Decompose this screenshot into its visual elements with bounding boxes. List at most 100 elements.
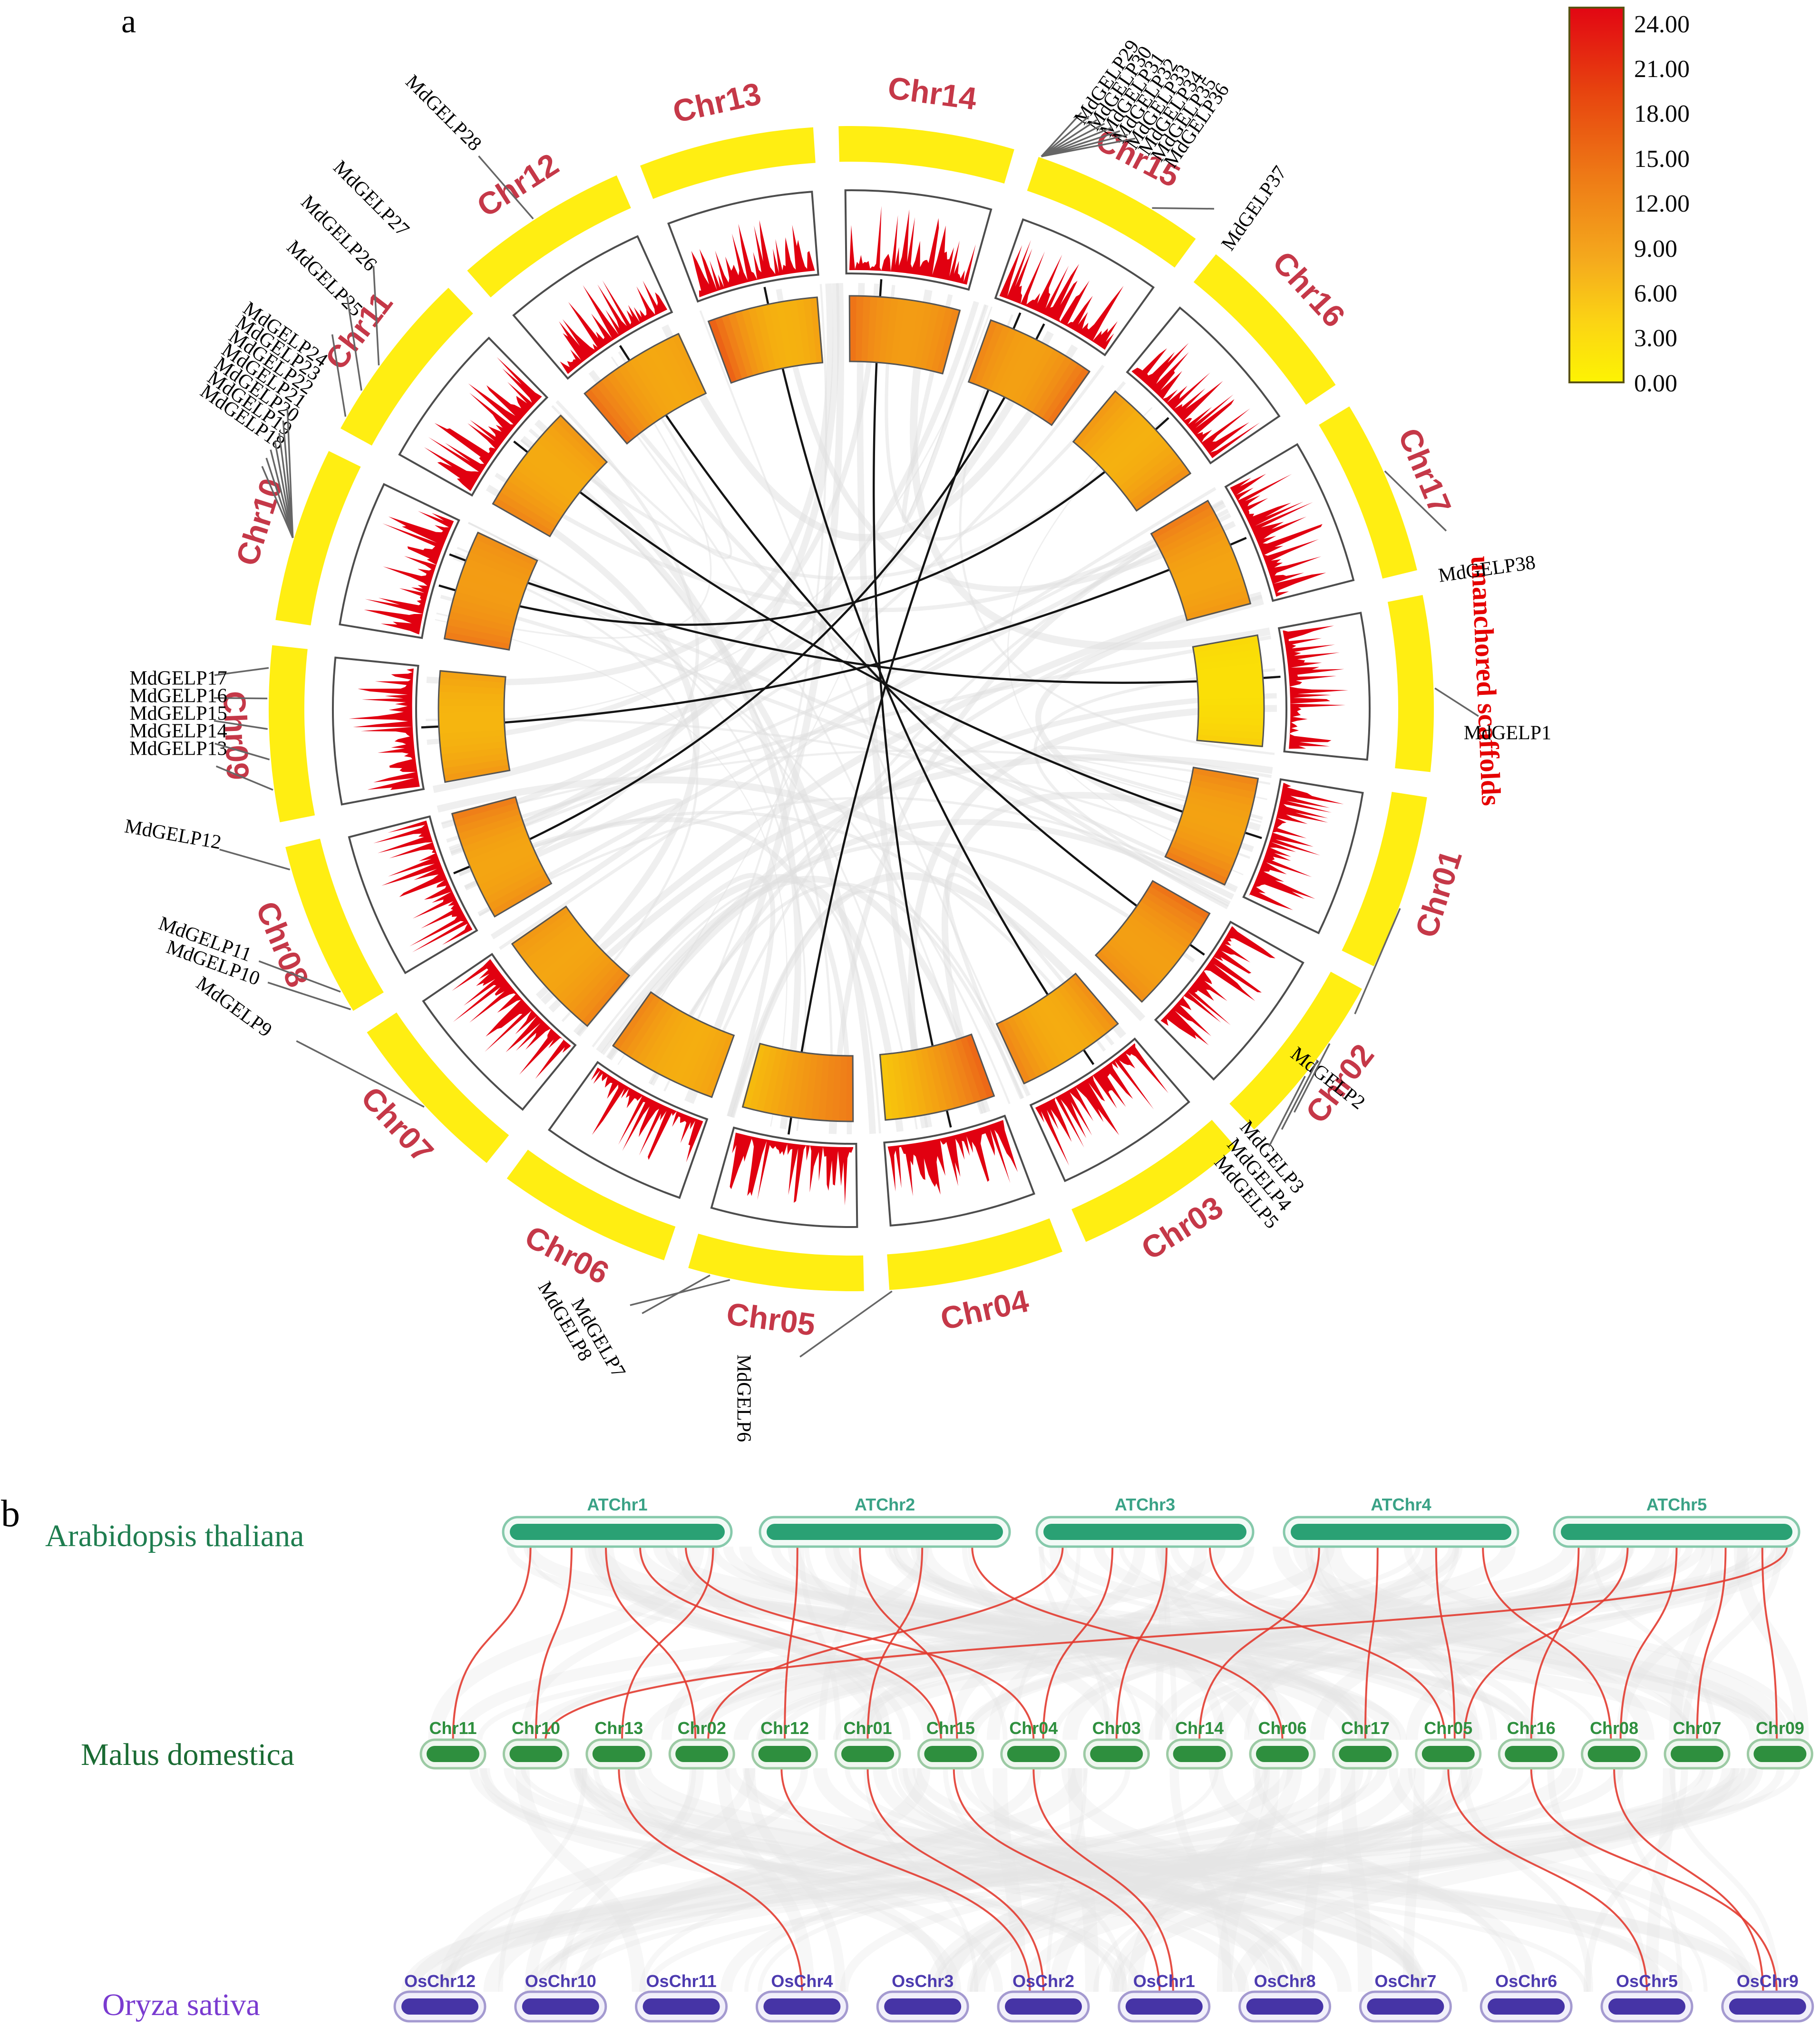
heatmap-segment-Chr04 bbox=[943, 1042, 968, 1107]
synteny-link-gray bbox=[831, 499, 1225, 1134]
heatmap-segment-Chr10 bbox=[467, 551, 531, 582]
synteny-link-black bbox=[438, 417, 1169, 626]
chr-label-ATChr3: ATChr3 bbox=[1115, 1495, 1175, 1514]
synteny-link-gray bbox=[1669, 1768, 1780, 1992]
gene-density-trace-Chr15 bbox=[999, 240, 1124, 350]
synteny-link-gray bbox=[506, 1546, 1407, 1740]
chr-bar-Chr06 bbox=[1256, 1746, 1309, 1762]
heatmap-segment-Chr12 bbox=[660, 339, 696, 401]
synteny-link-gray bbox=[1231, 1768, 1736, 1992]
ortholog-link-at-md bbox=[1364, 1546, 1379, 1740]
chr-bar-ATChr5 bbox=[1561, 1524, 1792, 1540]
heatmap-segment-Chr16 bbox=[1086, 405, 1137, 458]
heatmap-segment-Chr17 bbox=[1165, 531, 1227, 566]
synteny-link-gray bbox=[677, 1546, 892, 1740]
synteny-link-gray bbox=[1208, 1768, 1538, 1992]
chr-label-Chr16: Chr16 bbox=[1507, 1718, 1556, 1738]
synteny-link-gray bbox=[428, 1546, 704, 1740]
ortholog-link-at-md bbox=[1619, 1546, 1678, 1740]
heatmap-segment-Chr01 bbox=[1172, 835, 1236, 867]
synteny-link-gray bbox=[515, 1768, 646, 1992]
heatmap-segment-Chr08 bbox=[478, 857, 540, 892]
density-track-box-Chr12 bbox=[512, 235, 673, 380]
heatmap-segment-Chr13 bbox=[796, 298, 812, 365]
heatmap-segment-Chr08 bbox=[472, 846, 535, 880]
heatmap-outline-Chr06 bbox=[612, 991, 735, 1098]
heatmap-segment-Chr04 bbox=[896, 1052, 914, 1118]
chromosome-ideogram-Chr08 bbox=[285, 838, 384, 1011]
ortholog-link-at-md bbox=[685, 1546, 1035, 1740]
synteny-link-gray bbox=[1460, 1768, 1593, 1992]
synteny-link-gray bbox=[665, 1546, 1178, 1740]
heatmap-segment-Chr12 bbox=[584, 388, 633, 444]
heatmap-segment-Chr02 bbox=[1122, 920, 1179, 966]
heatmap-segment-Chr17 bbox=[1157, 513, 1218, 550]
synteny-link-gray bbox=[642, 1546, 1459, 1741]
density-track-box-Chr01 bbox=[1242, 778, 1364, 935]
heatmap-segment-Chr15 bbox=[1016, 345, 1055, 407]
synteny-link-gray bbox=[845, 1768, 1468, 1992]
chromosome-ideogram-Chr06 bbox=[506, 1150, 676, 1260]
synteny-link-gray bbox=[771, 1546, 1472, 1740]
heatmap-segment-Chr12 bbox=[653, 342, 691, 404]
chromosome-ideogram-Chr12 bbox=[467, 175, 631, 298]
synteny-link-gray bbox=[971, 1768, 1287, 1992]
heatmap-segment-Chr12 bbox=[601, 376, 646, 433]
synteny-link-gray bbox=[427, 283, 879, 745]
chr-bar-Chr17 bbox=[1339, 1746, 1392, 1762]
synteny-link-gray bbox=[464, 798, 683, 940]
synteny-link-gray bbox=[526, 1546, 944, 1740]
heatmap-segment-Chr07 bbox=[546, 943, 600, 993]
heatmap-outline-Chr11 bbox=[492, 414, 608, 537]
synteny-link-gray bbox=[483, 1767, 1088, 1992]
chr-bar-OsChr3 bbox=[884, 1998, 962, 2015]
synteny-link-gray bbox=[1217, 1768, 1280, 1992]
chr-label-OsChr7: OsChr7 bbox=[1374, 1971, 1436, 1991]
chromosome-ideogram-unanchored scaffolds bbox=[1387, 595, 1434, 772]
heatmap-outline-Chr02 bbox=[1094, 880, 1211, 1003]
heatmap-outline-Chr15 bbox=[967, 319, 1091, 426]
chr-bar-Chr15 bbox=[924, 1746, 977, 1762]
synteny-link-gray bbox=[653, 1545, 1783, 1741]
gene-density-trace-unanchored scaffolds bbox=[1283, 625, 1349, 749]
chr-label-Chr04: Chr04 bbox=[1009, 1718, 1058, 1738]
heatmap-segment-Chr04 bbox=[914, 1049, 934, 1115]
legend-tick: 21.00 bbox=[1634, 56, 1690, 83]
heatmap-segment-Chr07 bbox=[519, 915, 577, 961]
chr-label-OsChr1: OsChr1 bbox=[1133, 1971, 1195, 1991]
synteny-link-gray bbox=[601, 841, 1195, 1055]
heatmap-outline-Chr05 bbox=[741, 1042, 854, 1122]
heatmap-segment-Chr03 bbox=[1066, 977, 1113, 1033]
gene-leader-line-MdGELP16 bbox=[214, 697, 268, 700]
synteny-link-gray bbox=[596, 876, 991, 1113]
heatmap-segment-unanchored scaffolds bbox=[1198, 697, 1264, 706]
ortholog-link-at-md bbox=[545, 1546, 1788, 1740]
heatmap-outline-Chr13 bbox=[707, 296, 824, 384]
synteny-link-gray bbox=[1403, 1546, 1801, 1740]
heatmap-segment-Chr13 bbox=[708, 319, 738, 383]
panel-a-letter: a bbox=[121, 3, 136, 40]
ortholog-link-at-md bbox=[1463, 1546, 1629, 1740]
density-track-box-Chr10 bbox=[339, 483, 460, 639]
gene-leader-line-MdGELP32 bbox=[1041, 123, 1105, 157]
heatmap-segment-Chr07 bbox=[524, 920, 580, 966]
gene-label-MdGELP13: MdGELP13 bbox=[129, 738, 227, 760]
heatmap-segment-Chr17 bbox=[1162, 525, 1225, 561]
legend-tick: 0.00 bbox=[1634, 370, 1677, 397]
synteny-link-gray bbox=[569, 1768, 1249, 1992]
heatmap-segment-Chr03 bbox=[1042, 995, 1085, 1054]
gene-leader-line-MdGELP24 bbox=[286, 407, 294, 538]
heatmap-segment-Chr16 bbox=[1126, 456, 1183, 502]
chromosome-ideogram-Chr07 bbox=[367, 1012, 509, 1163]
chr-label-OsChr8: OsChr8 bbox=[1254, 1971, 1316, 1991]
gene-leader-line-MdGELP28 bbox=[478, 155, 534, 220]
heatmap-segment-Chr03 bbox=[1056, 984, 1102, 1042]
heatmap-segment-Chr14 bbox=[919, 304, 941, 370]
synteny-link-gray bbox=[643, 1768, 1801, 1992]
heatmap-segment-Chr02 bbox=[1133, 906, 1191, 950]
chr-bar-Chr01 bbox=[841, 1746, 894, 1762]
heatmap-segment-Chr14 bbox=[931, 307, 954, 372]
gene-leader-line-MdGELP30 bbox=[1041, 116, 1090, 157]
panel-b-letter: b bbox=[1, 1493, 20, 1535]
